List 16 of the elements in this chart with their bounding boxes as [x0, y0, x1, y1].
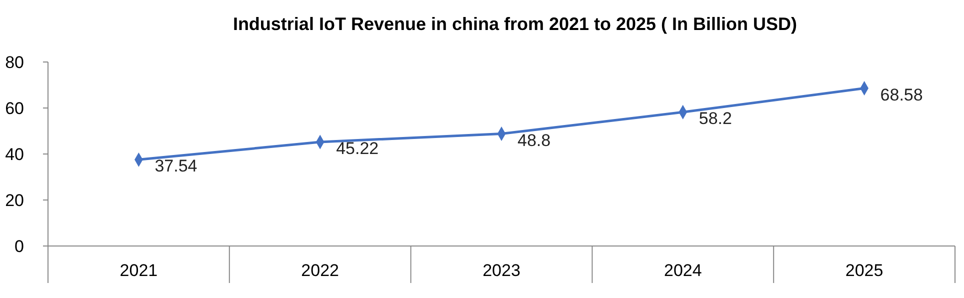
y-tick-label: 80 — [5, 52, 24, 72]
x-tick-label: 2023 — [482, 261, 520, 280]
y-tick-label: 0 — [14, 236, 24, 256]
y-tick-label: 20 — [5, 190, 24, 210]
data-label: 48.8 — [518, 130, 551, 150]
data-label: 68.58 — [880, 85, 923, 104]
chart-title: Industrial IoT Revenue in china from 2021 to 2025 ( In Billion USD) — [232, 14, 798, 34]
data-label: 37.54 — [154, 156, 198, 176]
x-tick-label: 2024 — [664, 261, 702, 280]
x-tick-label: 2022 — [301, 261, 340, 280]
y-tick-label: 60 — [5, 98, 24, 118]
data-label: 45.22 — [336, 138, 379, 158]
x-tick-label: 2021 — [120, 261, 158, 280]
data-label: 58.2 — [698, 109, 732, 128]
x-tick-label: 2025 — [845, 261, 884, 280]
y-tick-label: 40 — [5, 144, 24, 164]
